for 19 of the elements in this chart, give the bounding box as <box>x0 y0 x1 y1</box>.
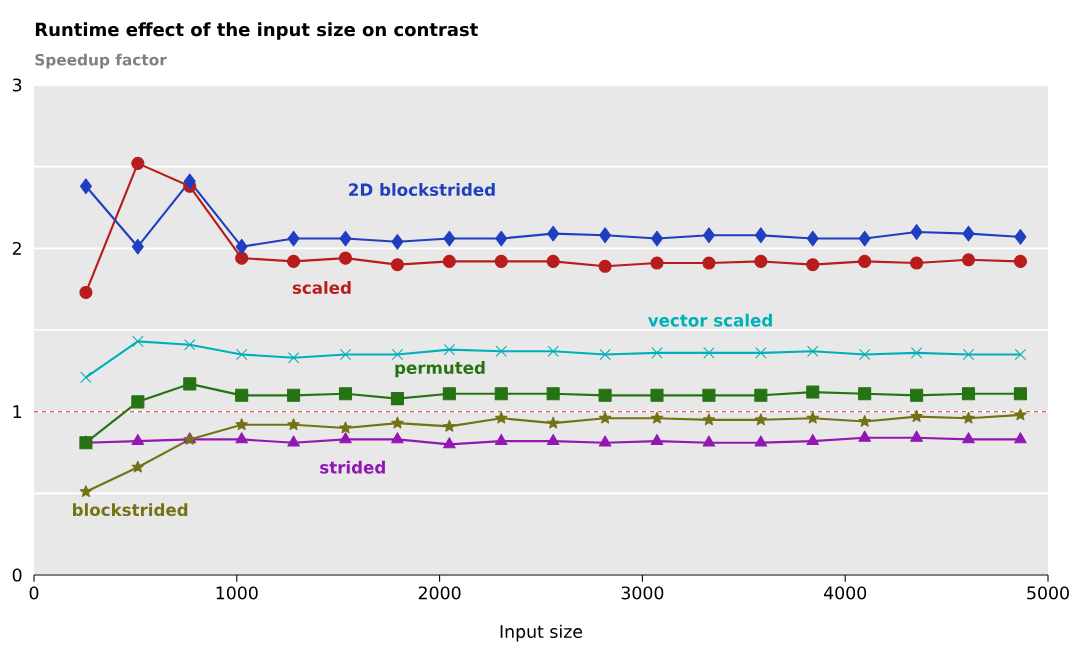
chart-subtitle: Speedup factor <box>35 53 167 69</box>
series-label: blockstrided <box>73 503 188 517</box>
series-label: strided <box>320 460 385 474</box>
x-axis-title: Input size <box>500 624 583 642</box>
x-tick-label: 1000 <box>216 586 258 600</box>
series-label: vector scaled <box>648 313 772 327</box>
series-label: permuted <box>395 361 485 378</box>
y-tick-label: 3 <box>12 78 22 92</box>
y-tick-label: 2 <box>12 241 21 255</box>
y-tick-label: 1 <box>13 405 22 418</box>
series-label: scaled <box>292 281 351 294</box>
y-tick-label: 0 <box>12 568 22 582</box>
chart-title: Runtime effect of the input size on contrast <box>35 22 478 40</box>
text: 2D blockstrided <box>349 183 495 196</box>
x-tick-label: 5000 <box>1027 586 1069 600</box>
x-tick-label: 2000 <box>418 586 461 600</box>
x-tick-label: 4000 <box>823 586 867 600</box>
x-tick-label: 3000 <box>621 586 664 600</box>
x-tick-label: 0 <box>29 586 39 600</box>
